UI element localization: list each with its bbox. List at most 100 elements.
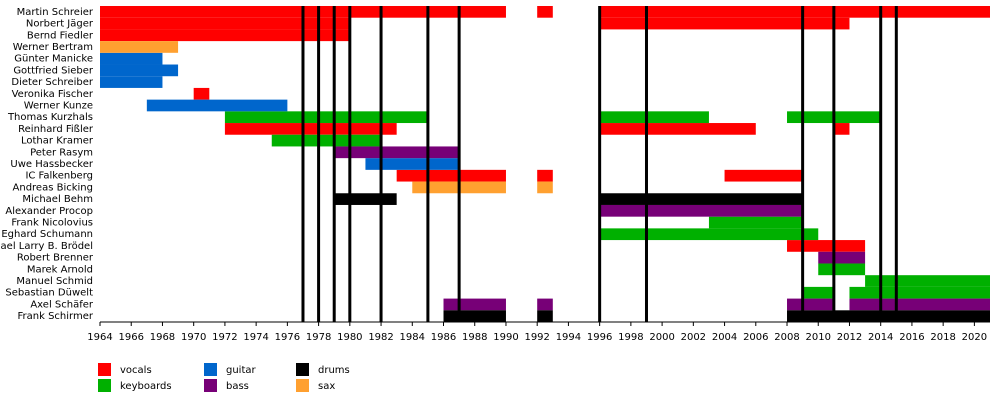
x-tick-label: 1968	[150, 332, 175, 343]
membership-bar	[599, 228, 819, 241]
membership-bar	[100, 41, 179, 53]
member-label: Axel Schäfer	[30, 299, 94, 310]
member-label: Frank Schirmer	[18, 311, 94, 322]
legend-label: guitar	[226, 365, 257, 376]
member-label: Norbert Jäger	[26, 19, 94, 30]
x-tick-label: 2002	[681, 332, 706, 343]
x-tick-label: 2016	[899, 332, 924, 343]
membership-bar	[865, 275, 990, 287]
membership-bar	[100, 29, 350, 42]
member-label: Andreas Bicking	[13, 182, 93, 193]
membership-bar	[100, 17, 350, 30]
membership-bar	[100, 64, 179, 77]
membership-bar	[334, 146, 460, 159]
membership-bar	[224, 111, 428, 124]
membership-bar	[443, 310, 506, 322]
member-label: Bernd Fiedler	[27, 30, 94, 41]
membership-bar	[708, 216, 803, 229]
membership-bar	[365, 158, 460, 170]
membership-bar	[537, 298, 553, 311]
legend-swatch	[204, 363, 217, 376]
x-tick-label: 2010	[806, 332, 831, 343]
membership-bar	[599, 123, 756, 135]
x-tick-label: 2006	[743, 332, 768, 343]
membership-bar	[599, 193, 803, 205]
x-tick-label: 1990	[493, 332, 518, 343]
membership-bar	[787, 240, 866, 252]
member-label: Manuel Schmid	[16, 276, 93, 287]
x-tick-label: 1976	[275, 332, 300, 343]
membership-bar	[787, 310, 990, 322]
x-tick-label: 1970	[181, 332, 206, 343]
membership-bar	[787, 298, 834, 311]
x-tick-label: 1984	[400, 332, 425, 343]
x-tick-label: 1980	[337, 332, 362, 343]
x-tick-label: 2018	[930, 332, 955, 343]
legend-swatch	[98, 363, 111, 376]
membership-bar	[100, 76, 163, 88]
membership-bar	[537, 169, 553, 182]
member-label: Robert Brenner	[17, 253, 94, 264]
member-label: Frank Nicolovius	[11, 218, 93, 229]
legend-label: sax	[318, 381, 335, 392]
member-label: Uwe Hassbecker	[10, 159, 93, 170]
member-label: Lothar Kramer	[21, 136, 94, 147]
legend-swatch	[98, 379, 111, 392]
membership-bar	[443, 298, 506, 311]
x-tick-label: 1978	[306, 332, 331, 343]
member-label: IC Falkenberg	[25, 171, 93, 182]
legend-swatch	[296, 363, 309, 376]
x-tick-label: 1996	[587, 332, 612, 343]
member-label: Veronika Fischer	[12, 89, 94, 100]
x-tick-label: 2012	[837, 332, 862, 343]
membership-bar	[724, 169, 803, 182]
membership-bar	[537, 310, 553, 322]
membership-bar	[537, 6, 553, 18]
membership-bar	[100, 52, 163, 65]
membership-bar	[599, 17, 850, 30]
legend-swatch	[296, 379, 309, 392]
membership-bar	[849, 286, 990, 299]
membership-bar	[599, 111, 709, 124]
legend-swatch	[204, 379, 217, 392]
member-label: Peter Rasym	[30, 147, 93, 158]
membership-bar	[396, 169, 506, 182]
x-tick-label: 1998	[618, 332, 643, 343]
member-label: Dieter Schreiber	[11, 77, 94, 88]
member-label: Werner Bertram	[13, 42, 93, 53]
legend-label: bass	[226, 381, 249, 392]
member-label: Marek Arnold	[27, 264, 93, 275]
x-tick-label: 1972	[212, 332, 237, 343]
member-label: Reinhard Fißler	[18, 124, 94, 135]
member-label: Gottfried Sieber	[13, 65, 94, 76]
legend-label: drums	[318, 365, 350, 376]
membership-bar	[802, 286, 834, 299]
x-tick-label: 1974	[243, 332, 268, 343]
member-label: Michael Larry B. Brödel	[0, 241, 93, 252]
x-tick-label: 2008	[774, 332, 799, 343]
x-tick-label: 1964	[87, 332, 112, 343]
x-tick-label: 2014	[868, 332, 893, 343]
membership-bar	[271, 134, 382, 147]
membership-bar	[334, 193, 397, 205]
x-tick-label: 2020	[962, 332, 987, 343]
member-label: Alexander Procop	[5, 206, 93, 217]
x-tick-label: 1986	[431, 332, 456, 343]
membership-bar	[193, 87, 210, 100]
legend-label: keyboards	[120, 381, 172, 392]
membership-bar	[833, 123, 850, 135]
member-label: Thomas Kurzhals	[7, 112, 93, 123]
x-tick-label: 1982	[368, 332, 393, 343]
member-label: Michael Behm	[22, 194, 93, 205]
x-tick-label: 1966	[119, 332, 144, 343]
membership-bar	[849, 298, 990, 311]
x-tick-label: 1992	[524, 332, 549, 343]
membership-bar	[818, 251, 866, 264]
membership-bar	[224, 123, 397, 135]
legend-label: vocals	[120, 365, 152, 376]
member-label: Martin Schreier	[17, 7, 94, 18]
x-tick-label: 1988	[462, 332, 487, 343]
member-label: Eghard Schumann	[1, 229, 93, 240]
x-tick-label: 1994	[556, 332, 581, 343]
membership-bar	[537, 181, 553, 194]
